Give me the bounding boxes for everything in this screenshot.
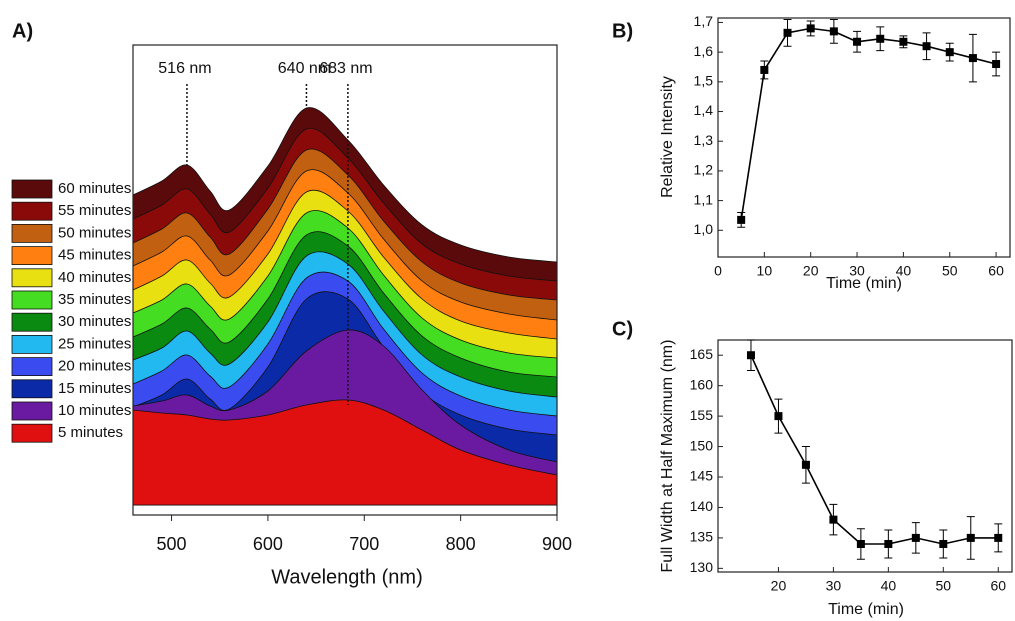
data-point bbox=[746, 351, 755, 360]
annotation-label: 683 nm bbox=[319, 60, 372, 77]
legend-swatch bbox=[11, 223, 53, 243]
x-tick-label: 10 bbox=[757, 263, 773, 279]
y-axis-label: Full Width at Half Maximum (nm) bbox=[659, 340, 676, 573]
data-point bbox=[911, 533, 920, 542]
plot-frame bbox=[717, 339, 1013, 573]
x-axis-label: Time (min) bbox=[826, 275, 902, 292]
data-point bbox=[922, 42, 931, 51]
legend-label: 10 minutes bbox=[58, 402, 131, 419]
x-axis-label: Wavelength (nm) bbox=[271, 566, 423, 588]
data-point bbox=[783, 28, 792, 37]
y-tick-label: 1,4 bbox=[694, 102, 714, 118]
data-point bbox=[884, 539, 893, 548]
x-tick-label: 20 bbox=[771, 578, 787, 594]
y-tick-label: 140 bbox=[690, 498, 714, 514]
y-tick-label: 130 bbox=[690, 559, 714, 575]
data-point bbox=[992, 60, 1001, 69]
y-tick-label: 160 bbox=[690, 376, 714, 392]
legend-label: 50 minutes bbox=[58, 224, 131, 241]
legend-label: 60 minutes bbox=[58, 180, 131, 197]
legend-label: 30 minutes bbox=[58, 313, 131, 330]
data-point bbox=[945, 48, 954, 57]
data-point bbox=[939, 539, 948, 548]
data-point bbox=[801, 460, 810, 469]
data-point bbox=[829, 515, 838, 524]
legend-label: 25 minutes bbox=[58, 335, 131, 352]
x-tick-label: 60 bbox=[990, 578, 1006, 594]
x-tick-label: 30 bbox=[849, 263, 865, 279]
legend-label: 20 minutes bbox=[58, 358, 131, 375]
y-tick-label: 1,7 bbox=[694, 13, 714, 29]
legend-swatch bbox=[11, 268, 53, 288]
y-tick-label: 1,2 bbox=[694, 162, 714, 178]
legend-label: 15 minutes bbox=[58, 380, 131, 397]
x-tick-label: 50 bbox=[942, 263, 958, 279]
spectrum-area bbox=[132, 399, 558, 506]
legend-swatch bbox=[11, 379, 53, 399]
data-point bbox=[994, 533, 1003, 542]
legend-swatch bbox=[11, 401, 53, 421]
data-point bbox=[806, 24, 815, 33]
plot-frame bbox=[717, 17, 1011, 258]
data-point bbox=[899, 37, 908, 46]
legend-swatch bbox=[11, 246, 53, 266]
legend-swatch bbox=[11, 357, 53, 377]
data-point bbox=[856, 539, 865, 548]
data-point bbox=[774, 412, 783, 421]
y-tick-label: 1,3 bbox=[694, 132, 714, 148]
legend-swatch bbox=[11, 334, 53, 354]
legend-swatch bbox=[11, 179, 53, 199]
panel-label: A) bbox=[12, 20, 33, 42]
y-tick-label: 150 bbox=[690, 437, 714, 453]
y-tick-label: 165 bbox=[690, 346, 714, 362]
data-point bbox=[760, 65, 769, 74]
y-tick-label: 155 bbox=[690, 407, 714, 423]
y-axis-label: Relative Intensity bbox=[659, 76, 676, 198]
x-tick-label: 0 bbox=[714, 263, 722, 279]
y-tick-label: 135 bbox=[690, 529, 714, 545]
y-tick-label: 1,6 bbox=[694, 43, 714, 59]
plot-frame bbox=[132, 44, 558, 516]
x-tick-label: 40 bbox=[896, 263, 912, 279]
panel-label: B) bbox=[612, 20, 633, 42]
x-tick-label: 30 bbox=[826, 578, 842, 594]
legend-swatch bbox=[11, 423, 53, 443]
y-tick-label: 1,5 bbox=[694, 73, 714, 89]
data-point bbox=[968, 54, 977, 63]
y-tick-label: 145 bbox=[690, 468, 714, 484]
legend-label: 40 minutes bbox=[58, 269, 131, 286]
data-point bbox=[876, 34, 885, 43]
legend-label: 35 minutes bbox=[58, 291, 131, 308]
data-line bbox=[750, 354, 999, 545]
y-tick-label: 1,0 bbox=[694, 221, 714, 237]
x-tick-label: 600 bbox=[253, 534, 283, 554]
data-point bbox=[966, 533, 975, 542]
data-line bbox=[740, 27, 997, 221]
data-point bbox=[737, 215, 746, 224]
x-tick-label: 60 bbox=[988, 263, 1004, 279]
legend-swatch bbox=[11, 312, 53, 332]
annotation-label: 516 nm bbox=[158, 60, 211, 77]
legend-swatch bbox=[11, 201, 53, 221]
legend-label: 5 minutes bbox=[58, 424, 123, 441]
legend-label: 55 minutes bbox=[58, 202, 131, 219]
x-tick-label: 800 bbox=[446, 534, 476, 554]
x-tick-label: 700 bbox=[349, 534, 379, 554]
annotation-label: 640 nm bbox=[278, 60, 331, 77]
x-axis-label: Time (min) bbox=[828, 601, 904, 618]
data-point bbox=[853, 37, 862, 46]
x-tick-label: 50 bbox=[936, 578, 952, 594]
panel-label: C) bbox=[612, 318, 633, 340]
x-tick-label: 500 bbox=[157, 534, 187, 554]
data-point bbox=[829, 27, 838, 36]
x-tick-label: 40 bbox=[881, 578, 897, 594]
legend-label: 45 minutes bbox=[58, 247, 131, 264]
y-tick-label: 1,1 bbox=[694, 191, 714, 207]
x-tick-label: 900 bbox=[542, 534, 572, 554]
legend-swatch bbox=[11, 290, 53, 310]
x-tick-label: 20 bbox=[803, 263, 819, 279]
